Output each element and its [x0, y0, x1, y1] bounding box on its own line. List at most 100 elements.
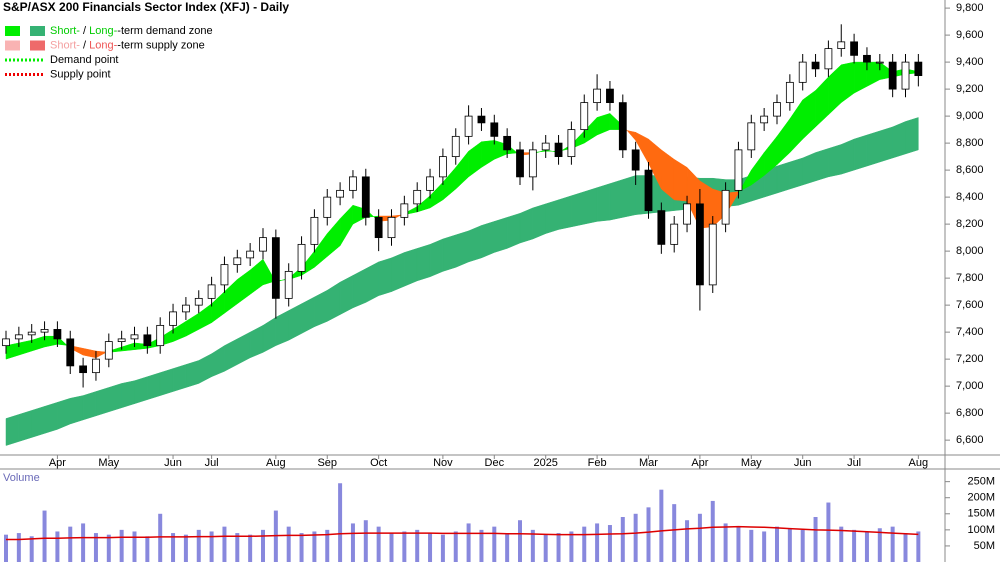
long-term-band-segment [841, 138, 855, 175]
candle-body [271, 237, 280, 299]
candle-body [875, 61, 884, 64]
candle-body [40, 329, 49, 333]
volume-tick-label: 250M [967, 476, 995, 488]
candle-body [657, 210, 666, 245]
candle-body [696, 203, 704, 286]
long-term-band-segment [545, 199, 559, 234]
candle-body [708, 223, 717, 286]
candle-body [631, 149, 640, 171]
volume-bar [209, 531, 214, 562]
candle-body [760, 115, 769, 124]
volume-bar [299, 533, 304, 562]
volume-bar [659, 489, 664, 562]
candle-body [130, 334, 139, 340]
long-term-band-segment [5, 414, 20, 446]
y-tick-label: 8,600 [956, 164, 984, 176]
legend-swatch [5, 40, 20, 51]
long-term-band-segment [429, 238, 444, 278]
legend-text: Short- [50, 25, 80, 37]
volume-bar [916, 531, 921, 562]
x-tick-label: May [741, 457, 762, 469]
candle-body [721, 189, 730, 225]
legend-swatch [30, 40, 45, 51]
x-tick-label: Aug [909, 457, 929, 469]
candle-body [284, 270, 293, 299]
candle-body [503, 135, 512, 151]
candle-body [400, 203, 409, 218]
volume-bar [248, 534, 253, 562]
long-term-band-segment [879, 126, 893, 163]
candle-body [361, 176, 370, 218]
volume-bar [183, 534, 188, 562]
candle-body [207, 284, 216, 299]
long-term-band-segment [365, 261, 379, 303]
long-term-band-segment [853, 134, 868, 171]
long-term-band-segment [789, 157, 803, 190]
volume-bar [646, 507, 651, 562]
long-term-band-segment [82, 391, 97, 421]
volume-bar [235, 533, 240, 562]
long-term-band-segment [185, 360, 199, 388]
candle-body [426, 176, 434, 191]
volume-bar [749, 529, 754, 562]
volume-bar [145, 536, 150, 562]
long-term-band-segment [339, 275, 354, 315]
candle-body [863, 54, 871, 63]
volume-bar [864, 531, 869, 562]
volume-bar [736, 526, 741, 562]
volume-bar [800, 529, 805, 562]
candle-body [349, 176, 357, 191]
legend-text: Long- [89, 25, 117, 37]
candle-body [117, 338, 126, 342]
volume-bar [877, 528, 882, 562]
candle-body [323, 196, 332, 218]
volume-bar [826, 502, 831, 562]
volume-bar [775, 526, 779, 562]
volume-tick-label: 150M [967, 508, 995, 520]
candle-body [516, 149, 524, 178]
x-tick-label: Oct [370, 457, 387, 469]
legend-text: Demand point [50, 54, 119, 66]
volume-bar [171, 533, 176, 562]
volume-bar [466, 523, 471, 562]
volume-bar [261, 529, 265, 562]
x-tick-label: Sep [317, 457, 337, 469]
volume-bar [402, 531, 407, 562]
volume-bar [607, 525, 612, 562]
candle-body [310, 216, 319, 245]
long-term-band-segment [108, 383, 122, 413]
legend-label: Short- / Long--term supply zone [50, 39, 205, 51]
x-tick-label: Jun [794, 457, 812, 469]
candle-body [567, 129, 576, 158]
volume-bar [286, 526, 291, 562]
x-tick-label: Feb [588, 457, 607, 469]
legend-text: Short- [50, 39, 80, 51]
long-term-band-segment [866, 130, 881, 167]
long-term-band-segment [442, 234, 456, 272]
volume-bar [518, 520, 522, 562]
candle-body [220, 264, 229, 286]
volume-bar [312, 531, 317, 562]
long-term-band-segment [57, 397, 71, 430]
x-tick-label: Nov [433, 457, 453, 469]
volume-bar [787, 528, 792, 562]
candle-body [438, 156, 447, 178]
candle-body [798, 61, 807, 83]
volume-bar [530, 529, 535, 562]
volume-tick-label: 200M [967, 492, 995, 504]
volume-bar [582, 526, 587, 562]
y-tick-label: 7,200 [956, 353, 984, 365]
y-tick-label: 6,600 [956, 434, 984, 446]
y-tick-label: 9,200 [956, 83, 984, 95]
candle-body [773, 102, 781, 117]
y-tick-label: 9,800 [956, 2, 984, 14]
volume-bar [68, 526, 73, 562]
candle-body [79, 365, 87, 374]
candle-body [554, 142, 563, 158]
volume-bar [556, 533, 561, 562]
candle-body [27, 331, 36, 336]
volume-bar [350, 523, 355, 562]
legend-text: / [80, 39, 89, 51]
long-term-band-segment [416, 244, 431, 282]
